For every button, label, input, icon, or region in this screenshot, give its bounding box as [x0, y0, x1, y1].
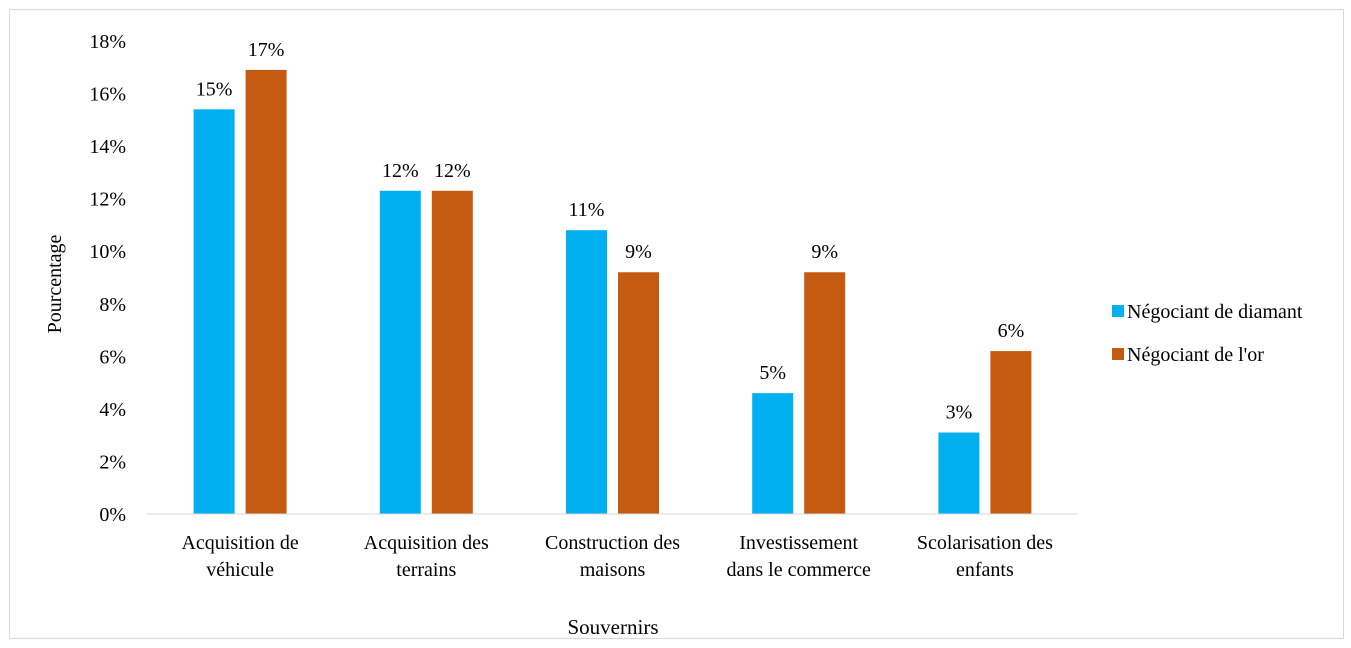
data-label: 3% [946, 402, 973, 424]
y-tick-label: 2% [99, 451, 126, 473]
bar-or [245, 69, 287, 515]
legend-swatch [1112, 305, 1124, 317]
bar-diamant [566, 230, 607, 514]
y-tick-label: 0% [99, 504, 126, 526]
x-axis-tick-labels: Acquisition de véhicule Acquisition des ter… [181, 532, 1053, 581]
legend-swatch [1112, 348, 1124, 360]
y-tick-label: 18% [89, 31, 126, 53]
legend: Négociant de diamant Négociant de l'or [1112, 301, 1303, 366]
x-tick-label: Construction des [545, 532, 680, 554]
y-axis-ticks: 0% 2% 4% 6% 8% 10% 12% 14% 16% 18% [89, 31, 126, 526]
data-label: 5% [759, 362, 786, 384]
x-tick-label: véhicule [206, 559, 274, 581]
y-tick-label: 16% [89, 84, 126, 106]
y-axis-title: Pourcentage [44, 234, 66, 333]
x-tick-label: Acquisition de [181, 532, 298, 554]
data-label: 17% [248, 39, 285, 61]
bar-diamant [752, 393, 794, 514]
bar-or [990, 351, 1032, 514]
x-tick-label: Scolarisation des [917, 532, 1053, 554]
x-tick-label: Investissement [739, 532, 858, 554]
y-tick-label: 10% [89, 241, 126, 263]
bar-or [618, 272, 659, 514]
x-axis-title: Souvernirs [568, 615, 659, 639]
y-tick-label: 8% [99, 294, 126, 316]
bar-or [431, 190, 473, 515]
bar-diamant [379, 190, 421, 515]
data-label: 6% [998, 320, 1025, 342]
bars [193, 69, 1032, 515]
y-tick-label: 4% [99, 399, 126, 421]
bar-diamant [938, 432, 980, 514]
x-tick-label: Acquisition des [364, 532, 489, 554]
data-label: 12% [434, 160, 471, 182]
x-tick-label: maisons [580, 559, 646, 581]
x-tick-label: enfants [956, 559, 1014, 581]
legend-label: Négociant de l'or [1127, 344, 1264, 366]
data-label: 12% [382, 160, 419, 182]
bar-or [804, 272, 846, 514]
x-tick-label: dans le commerce [727, 559, 871, 581]
y-tick-label: 12% [89, 189, 126, 211]
bar-diamant [193, 109, 235, 515]
y-tick-label: 6% [99, 346, 126, 368]
y-axis-title-group: Pourcentage [44, 234, 66, 333]
y-tick-label: 14% [89, 136, 126, 158]
data-label: 11% [569, 199, 605, 221]
data-label: 15% [196, 78, 233, 100]
data-label: 9% [811, 241, 838, 263]
data-label: 9% [625, 241, 652, 263]
x-tick-label: terrains [396, 559, 456, 581]
data-labels: 15% 12% 11% 5% 3% 17% 12% 9% 9% 6% [196, 39, 1024, 424]
legend-label: Négociant de diamant [1127, 301, 1303, 323]
